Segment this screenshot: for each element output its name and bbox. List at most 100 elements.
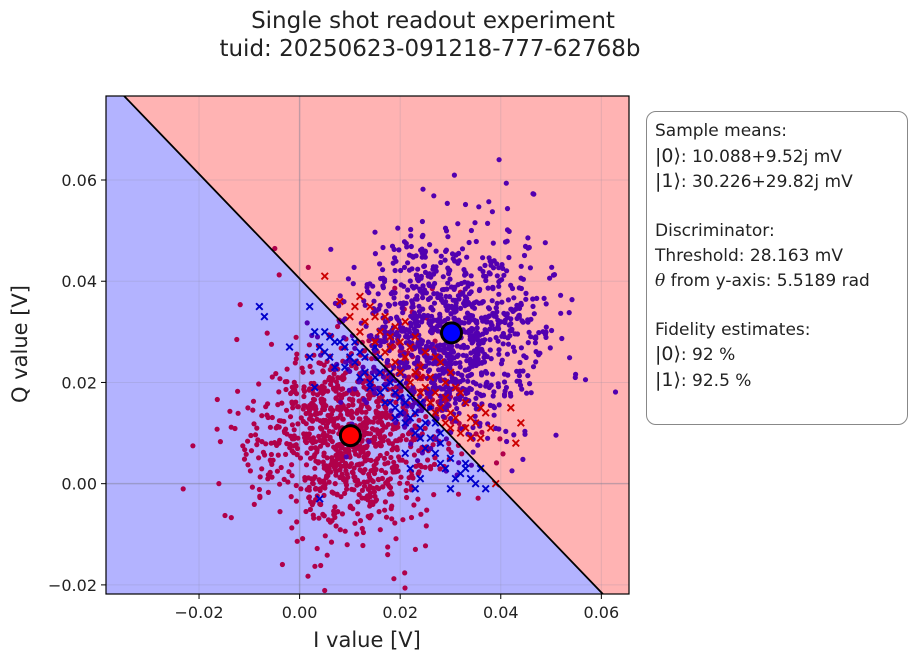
scatter-point [428,445,434,452]
scatter-point [416,417,422,423]
scatter-point [433,248,439,254]
scatter-point [490,265,497,271]
scatter-point [293,391,300,397]
scatter-point [326,428,332,434]
scatter-point [482,262,488,268]
scatter-point [399,345,405,351]
scatter-point [418,339,424,345]
scatter-point [335,406,341,412]
scatter-point [398,267,404,274]
scatter-point [309,369,315,375]
scatter-point [316,433,322,439]
scatter-point [340,386,346,392]
scatter-point [392,255,398,261]
scatter-point [293,334,299,340]
scatter-point [291,450,297,456]
scatter-point [431,382,437,388]
scatter-point [500,341,506,347]
scatter-point [445,385,451,391]
scatter-point [525,245,531,251]
scatter-point [289,399,295,405]
scatter-point [415,266,421,272]
scatter-point [440,274,446,280]
scatter-point [264,412,270,418]
scatter-point [520,456,526,462]
scatter-point [267,457,273,463]
scatter-point [385,460,391,466]
scatter-point [361,397,367,403]
misclassified-point [335,297,344,306]
scatter-point [333,446,339,452]
scatter-point [494,261,500,267]
y-axis-label: Q value [V] [8,285,32,403]
scatter-point [443,293,449,300]
scatter-point [249,484,255,490]
scatter-point [357,416,363,422]
scatter-point [416,469,422,475]
scatter-point [404,244,410,250]
scatter-point [269,374,275,380]
scatter-point [536,352,542,358]
scatter-point [519,386,525,392]
scatter-point [273,371,279,377]
scatter-point [301,384,307,390]
scatter-point [291,427,297,433]
scatter-point [452,400,458,406]
scatter-point [382,319,389,325]
scatter-point [445,265,451,271]
scatter-point [326,376,332,383]
scatter-point [344,542,350,548]
scatter-point [372,415,378,421]
misclassified-point [446,454,455,463]
scatter-point [400,310,406,316]
scatter-point [355,511,361,517]
scatter-point [289,462,295,468]
state1-ket: |1⟩ [655,170,681,193]
misclassified-point [416,474,425,483]
scatter-point [430,264,436,270]
scatter-point [404,333,410,339]
scatter-point [315,460,321,466]
scatter-point [396,454,402,460]
scatter-point [475,442,481,448]
scatter-point [295,404,301,410]
scatter-point [426,360,432,366]
scatter-point [291,379,297,385]
scatter-point [457,360,463,366]
misclassified-point [411,484,420,493]
scatter-point [343,454,349,460]
scatter-point [547,275,553,281]
scatter-point [352,386,358,392]
scatter-point [437,322,443,328]
scatter-point [371,298,377,304]
scatter-point [381,434,388,440]
scatter-point [461,267,467,273]
scatter-point [469,304,476,310]
scatter-point [375,419,381,425]
scatter-point [509,285,516,292]
misclassified-point [431,418,440,427]
state0-ket: |0⟩ [655,144,681,167]
misclassified-point [426,434,435,443]
scatter-point [289,389,295,395]
scatter-point [306,495,312,501]
scatter-point [267,424,273,430]
scatter-point [446,352,452,358]
scatter-point [397,480,403,486]
scatter-point [477,383,483,389]
scatter-point [318,501,324,508]
scatter-point [332,481,338,487]
scatter-point [442,225,449,231]
scatter-point [525,340,531,346]
scatter-point [439,287,445,293]
scatter-point [406,329,413,335]
scatter-point [346,387,352,393]
scatter-point [366,439,372,445]
misclassified-point [371,337,380,346]
scatter-point [314,447,320,453]
scatter-point [405,431,412,437]
scatter-point [408,352,415,358]
scatter-point [474,325,480,331]
scatter-point [443,302,449,308]
scatter-point [349,615,354,620]
